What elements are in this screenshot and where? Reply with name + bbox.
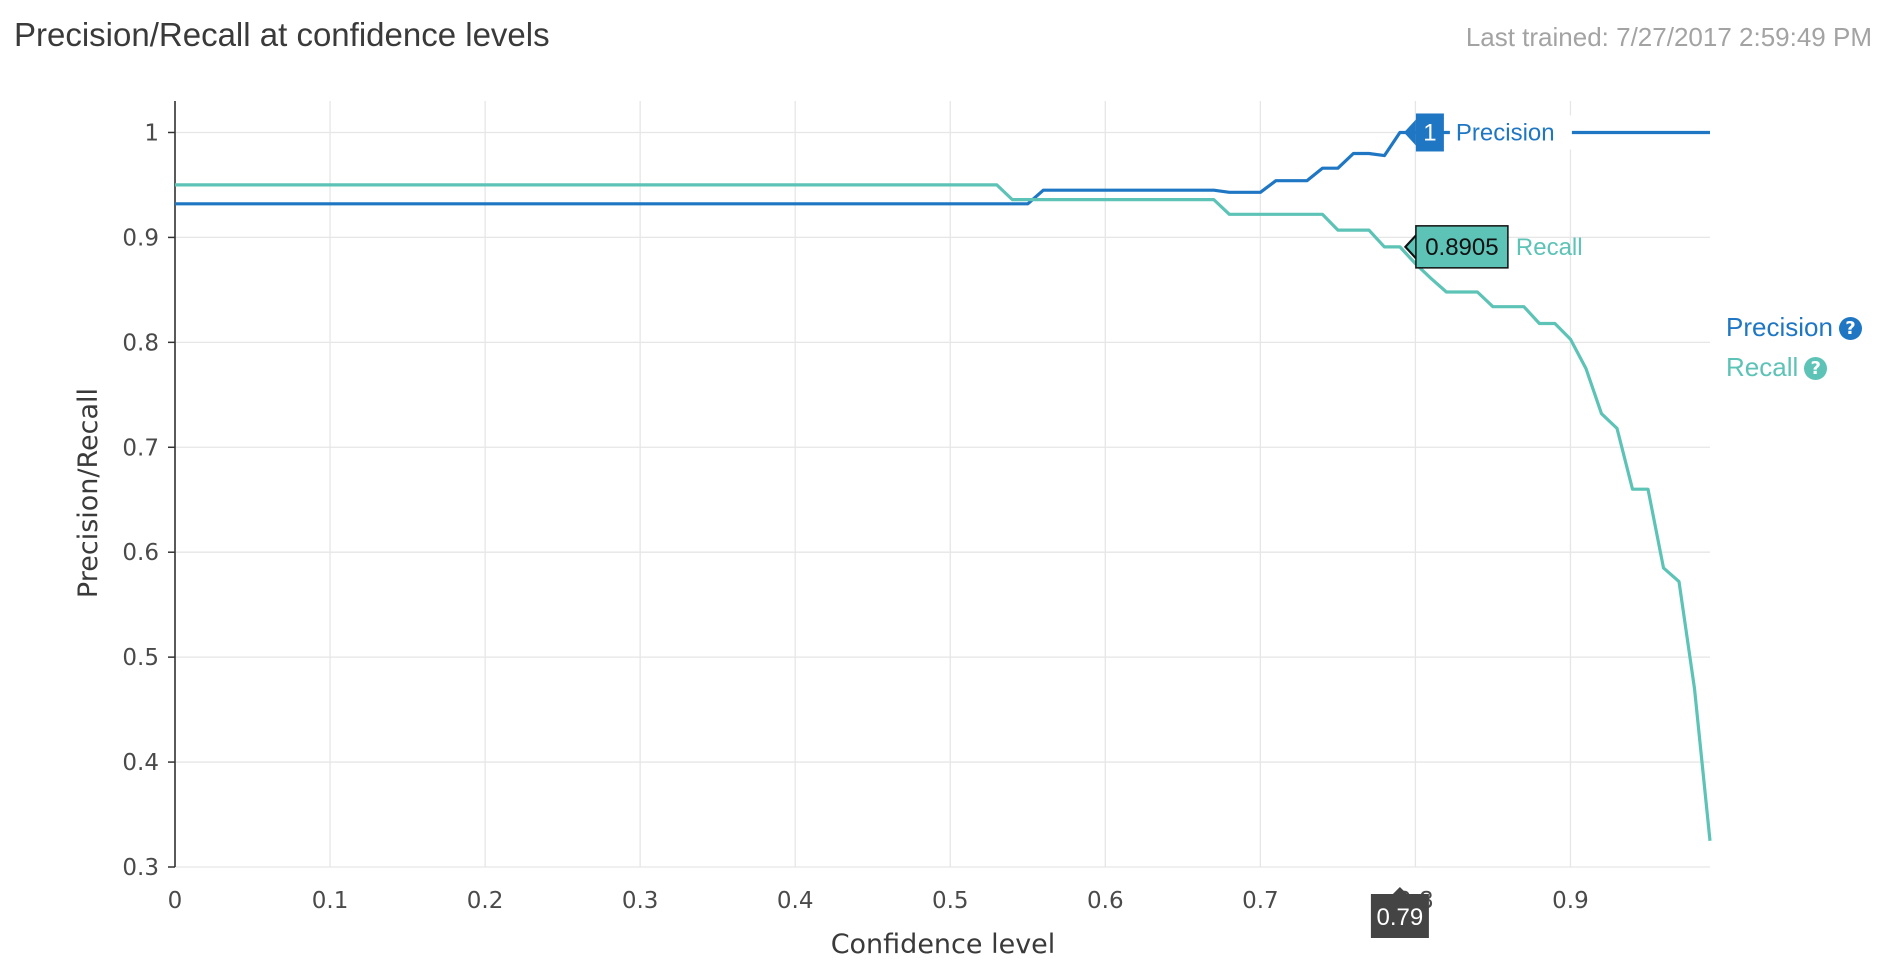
y-tick-label: 0.8 — [122, 330, 159, 356]
x-tick-label: 0.9 — [1552, 888, 1589, 914]
legend-item-recall[interactable]: Recall? — [1726, 352, 1828, 383]
series-lines[interactable] — [175, 130, 1712, 841]
x-hover-pointer — [1392, 887, 1407, 894]
recall-line[interactable] — [175, 183, 1712, 841]
x-hover-box — [1370, 894, 1429, 938]
legend-label-precision: Precision — [1726, 312, 1833, 342]
help-circle-icon[interactable]: ? — [1804, 357, 1828, 380]
x-tick-label: 0.5 — [932, 888, 969, 914]
recall-hover-box — [1415, 225, 1509, 269]
y-tick-label: 0.6 — [122, 540, 159, 566]
y-tick-label: 0.4 — [122, 750, 159, 776]
last-trained-timestamp: Last trained: 7/27/2017 2:59:49 PM — [1465, 22, 1872, 52]
recall-hover-pointer — [1406, 235, 1417, 258]
grid — [174, 101, 1710, 868]
x-tick-label: 0 — [168, 888, 183, 914]
y-tick-label: 0.9 — [122, 225, 159, 251]
recall-hover-value: 0.8905 — [1425, 234, 1498, 261]
y-tick-label: 0.5 — [122, 645, 159, 671]
precision-hover-pointer — [1403, 119, 1416, 146]
x-tick-label: 0.7 — [1242, 888, 1279, 914]
precision-hover-value: 1 — [1423, 119, 1436, 146]
precision-hover-box — [1415, 113, 1444, 152]
y-tick-label: 0.7 — [122, 435, 159, 461]
legend-label-recall: Recall — [1726, 352, 1799, 382]
x-tick-label: 0.4 — [777, 888, 814, 914]
x-hover-value: 0.79 — [1377, 904, 1424, 931]
x-tick-label: 0.6 — [1087, 888, 1124, 914]
legend-item-precision[interactable]: Precision? — [1726, 312, 1862, 343]
y-axis-title: Precision/Recall — [73, 388, 104, 598]
x-tick-label: 0.2 — [467, 888, 504, 914]
axes: 0 0.1 0.2 0.3 0.4 0.5 0.6 0.7 0.8 0.9 0.3 0.4 0.5 0.6… — [122, 101, 1589, 914]
y-tick-label: 1 — [144, 120, 159, 146]
x-tick-label: 0.3 — [622, 888, 659, 914]
help-circle-icon[interactable]: ? — [1838, 317, 1862, 340]
recall-hover-name: Recall — [1516, 234, 1583, 261]
precision-hover-name: Precision — [1456, 119, 1555, 146]
x-axis-title: Confidence level — [831, 929, 1056, 960]
y-tick-label: 0.3 — [122, 855, 159, 881]
precision-line[interactable] — [175, 130, 1710, 206]
precision-hover-name-bg — [1449, 115, 1572, 150]
chart-title: Precision/Recall at confidence levels — [14, 16, 550, 53]
x-tick-label: 0.1 — [312, 888, 349, 914]
hover-tooltips: 0.79 1 Precision 0.8905 Recall — [1370, 113, 1583, 938]
